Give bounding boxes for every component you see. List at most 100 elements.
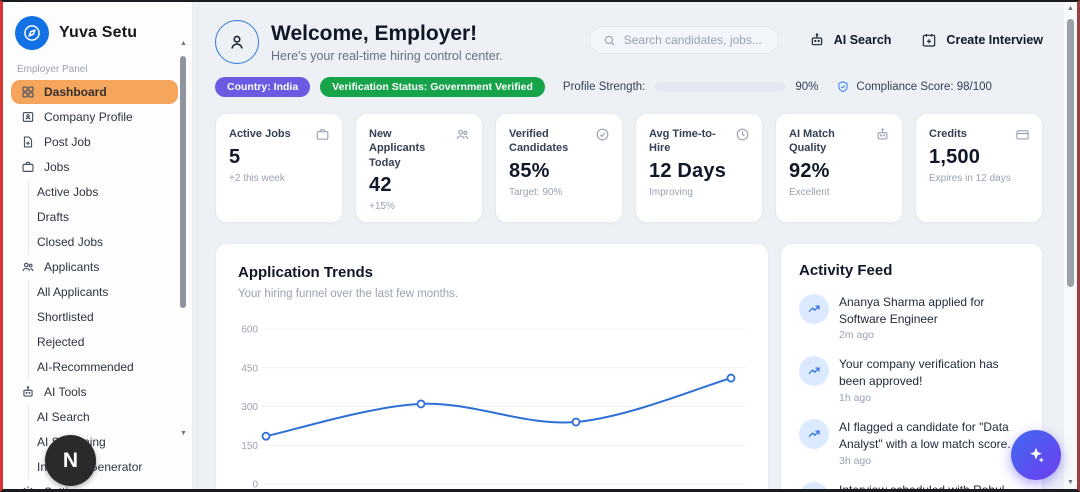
- employer-avatar: [215, 20, 259, 64]
- main-scrollbar-thumb[interactable]: [1067, 19, 1074, 287]
- sidebar-scrollbar[interactable]: ▲ ▼: [178, 40, 189, 437]
- sidebar-item-all-applicants[interactable]: All Applicants: [37, 285, 109, 299]
- stat-title: Verified Candidates: [509, 128, 569, 155]
- sidebar-item-drafts[interactable]: Drafts: [37, 210, 70, 224]
- bot-icon: [875, 127, 890, 156]
- sidebar-item-label: Jobs: [44, 160, 70, 174]
- clock-icon: [735, 127, 750, 156]
- users-icon: [21, 260, 35, 274]
- grid-icon: [21, 85, 35, 99]
- feed-item[interactable]: Interview scheduled with Rahul Verma for…: [799, 481, 1026, 489]
- trending-up-icon: [799, 356, 829, 387]
- stat-card-new-applicants[interactable]: New Applicants Today 42 +15%: [355, 113, 483, 223]
- stats-row: Active Jobs 5 +2 this week New Applicant…: [215, 113, 1043, 223]
- stat-card-verified-candidates[interactable]: Verified Candidates 85% Target: 90%: [495, 113, 623, 223]
- feed-text: Ananya Sharma applied for Software Engin…: [839, 294, 985, 326]
- sidebar-item-settings[interactable]: Settings: [11, 480, 178, 489]
- stat-sub: Target: 90%: [509, 186, 563, 198]
- sidebar-item-label: Company Profile: [44, 110, 133, 124]
- feed-item[interactable]: Your company verification has been appro…: [799, 356, 1026, 404]
- header: Welcome, Employer! Here's your real-time…: [215, 20, 1043, 64]
- feed-text: Your company verification has been appro…: [839, 357, 999, 389]
- sidebar-scrollbar-thumb[interactable]: [180, 56, 186, 308]
- stat-title: Active Jobs: [229, 128, 291, 140]
- briefcase-icon: [21, 160, 35, 174]
- trending-up-icon: [799, 481, 829, 489]
- sidebar-item-label: Post Job: [44, 135, 91, 149]
- page-title: Welcome, Employer!: [271, 21, 478, 45]
- sidebar-item-post-job[interactable]: Post Job: [11, 130, 178, 154]
- create-interview-button[interactable]: Create Interview: [921, 32, 1043, 48]
- sidebar-item-label: Settings: [44, 485, 87, 489]
- calendar-plus-icon: [923, 34, 936, 47]
- brand: Yuva Setu: [3, 10, 192, 60]
- file-plus-icon: [21, 135, 35, 149]
- feed-time: 3h ago: [839, 454, 872, 467]
- sidebar-item-jobs[interactable]: Jobs: [11, 155, 178, 179]
- stat-title: Credits: [929, 128, 967, 140]
- main-content: Welcome, Employer! Here's your real-time…: [193, 2, 1077, 489]
- activity-feed-panel: Activity Feed Ananya Sharma applied for …: [780, 242, 1043, 489]
- sidebar-nav: Dashboard Company Profile Post Job Jobs …: [3, 80, 192, 489]
- search-input[interactable]: [623, 33, 765, 47]
- sidebar-item-label: AI Tools: [44, 385, 87, 399]
- search-icon: [604, 35, 615, 45]
- feed-time: 1h ago: [839, 392, 872, 405]
- scroll-down-icon[interactable]: ▼: [180, 430, 187, 437]
- create-interview-label: Create Interview: [946, 33, 1043, 47]
- ai-assistant-fab[interactable]: [1011, 430, 1061, 480]
- sidebar: Yuva Setu Employer Panel Dashboard Compa…: [3, 2, 193, 489]
- sidebar-item-applicants[interactable]: Applicants: [11, 255, 178, 279]
- stat-sub: +2 this week: [229, 173, 285, 184]
- stat-value: 5: [229, 146, 241, 168]
- stat-card-active-jobs[interactable]: Active Jobs 5 +2 this week: [215, 113, 343, 223]
- scroll-down-icon[interactable]: ▼: [1067, 479, 1074, 486]
- status-row: Country: India Verification Status: Gove…: [215, 77, 1043, 97]
- id-card-icon: [21, 110, 35, 124]
- verification-badge: Verification Status: Government Verified: [320, 77, 545, 97]
- users-icon: [455, 127, 470, 170]
- stat-card-credits[interactable]: Credits 1,500 Expires in 12 days: [915, 113, 1043, 223]
- search-box[interactable]: [588, 26, 779, 54]
- sidebar-item-company-profile[interactable]: Company Profile: [11, 105, 178, 129]
- feed-item[interactable]: Ananya Sharma applied for Software Engin…: [799, 293, 1026, 341]
- sidebar-item-ai-search[interactable]: AI Search: [37, 410, 90, 424]
- trending-up-icon: [799, 293, 829, 324]
- main-scrollbar[interactable]: ▲ ▼: [1064, 2, 1077, 489]
- sparkles-icon: [1030, 447, 1044, 463]
- credit-card-icon: [1015, 127, 1030, 142]
- sidebar-item-closed-jobs[interactable]: Closed Jobs: [37, 235, 104, 249]
- activity-feed-title: Activity Feed: [799, 261, 893, 279]
- svg-text:0: 0: [252, 479, 258, 489]
- sidebar-item-ai-recommended[interactable]: AI-Recommended: [37, 360, 134, 374]
- svg-text:450: 450: [241, 363, 258, 374]
- scroll-up-icon[interactable]: ▲: [180, 40, 187, 47]
- ai-search-button[interactable]: AI Search: [809, 32, 892, 48]
- page-subtitle: Here's your real-time hiring control cen…: [271, 48, 503, 63]
- stat-value: 1,500: [929, 146, 981, 168]
- feed-text: AI flagged a candidate for "Data Analyst…: [839, 420, 1011, 451]
- stat-card-ai-match-quality[interactable]: AI Match Quality 92% Excellent: [775, 113, 903, 223]
- sidebar-item-shortlisted[interactable]: Shortlisted: [37, 310, 94, 324]
- compliance-score: Compliance Score: 98/100: [836, 80, 992, 94]
- overlay-n-badge[interactable]: N: [45, 435, 96, 486]
- profile-strength-bar: [655, 82, 786, 92]
- shield-check-icon: [838, 81, 849, 93]
- profile-strength-label: Profile Strength:: [562, 81, 646, 93]
- sidebar-item-dashboard[interactable]: Dashboard: [11, 80, 178, 104]
- stat-card-avg-time-to-hire[interactable]: Avg Time-to-Hire 12 Days Improving: [635, 113, 763, 223]
- ai-search-label: AI Search: [833, 33, 892, 47]
- trending-up-icon: [799, 419, 829, 450]
- sidebar-item-label: Dashboard: [44, 85, 107, 99]
- sidebar-item-ai-tools[interactable]: AI Tools: [11, 380, 178, 404]
- stat-sub: Excellent: [789, 186, 830, 198]
- feed-item[interactable]: AI flagged a candidate for "Data Analyst…: [799, 419, 1026, 467]
- sidebar-item-rejected[interactable]: Rejected: [37, 335, 85, 349]
- scroll-up-icon[interactable]: ▲: [1067, 5, 1074, 12]
- svg-text:300: 300: [241, 402, 258, 413]
- briefcase-icon: [315, 127, 330, 142]
- sidebar-item-active-jobs[interactable]: Active Jobs: [37, 185, 99, 199]
- jobs-sub-list: Active Jobs Drafts Closed Jobs: [28, 180, 178, 254]
- stat-value: 42: [369, 173, 392, 196]
